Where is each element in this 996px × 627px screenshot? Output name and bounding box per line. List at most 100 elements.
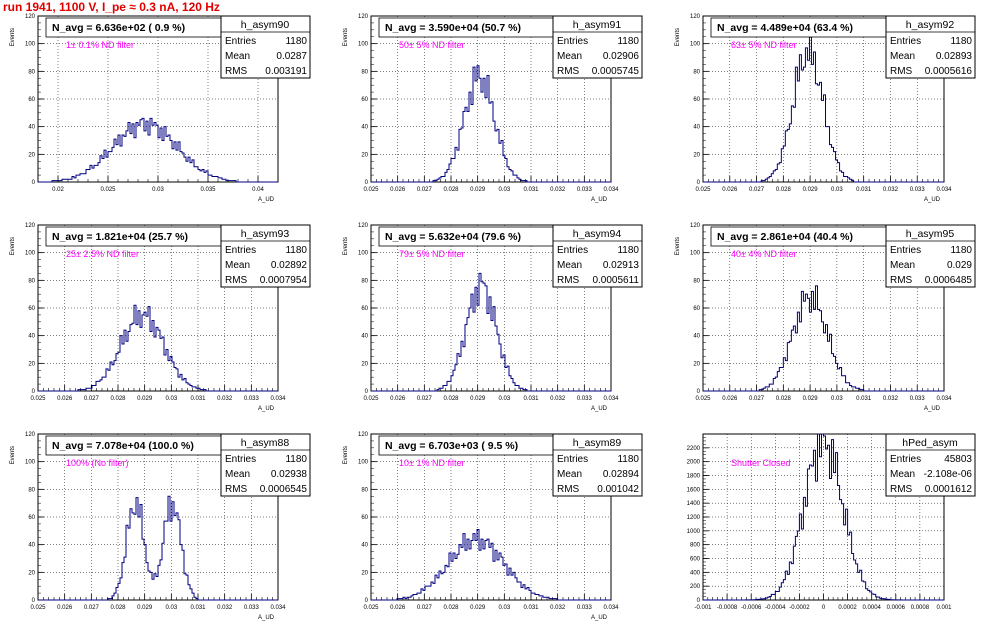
y-tick-label: 0 <box>697 598 701 604</box>
x-tick-label: 0.032 <box>550 187 566 193</box>
stats-label: RMS <box>557 275 580 286</box>
histogram-line <box>38 304 278 392</box>
x-tick-label: 0.026 <box>390 187 406 193</box>
x-tick-label: 0.026 <box>722 187 738 193</box>
x-tick-label: 0.027 <box>84 396 100 402</box>
histogram-line <box>703 433 944 601</box>
y-axis-title: Events <box>10 237 16 255</box>
x-tick-label: 0.034 <box>936 187 952 193</box>
y-tick-label: 40 <box>361 334 368 340</box>
x-tick-label: 0.029 <box>470 396 486 402</box>
stats-label: RMS <box>225 66 248 77</box>
stats-box <box>885 433 976 497</box>
stats-value: 0.003191 <box>265 66 307 77</box>
x-tick-label: 0.03 <box>165 605 177 611</box>
x-tick-label: 0.031 <box>856 187 872 193</box>
stats-name: h_asym93 <box>241 228 290 240</box>
stats-value: 0.029 <box>947 260 972 271</box>
y-tick-label: 100 <box>690 42 701 48</box>
stats-label: Entries <box>225 245 256 256</box>
stats-label: RMS <box>557 66 580 77</box>
y-tick-label: 60 <box>28 515 35 521</box>
x-tick-label: 0.027 <box>417 396 433 402</box>
y-tick-label: 1800 <box>687 474 701 480</box>
y-tick-label: 80 <box>693 278 700 284</box>
stats-value: 45803 <box>944 454 972 465</box>
stats-label: Mean <box>225 469 250 480</box>
stats-name: h_asym89 <box>573 437 622 449</box>
x-tick-label: 0.0008 <box>911 605 930 611</box>
x-tick-label: 0.026 <box>390 605 406 611</box>
y-tick-label: 80 <box>28 69 35 75</box>
y-tick-label: 100 <box>25 251 36 257</box>
x-tick-label: 0.028 <box>110 396 126 402</box>
y-tick-label: 120 <box>358 432 369 438</box>
stats-name: h_asym95 <box>906 228 955 240</box>
x-tick-label: 0.034 <box>936 396 952 402</box>
stats-name: h_asym88 <box>241 437 290 449</box>
stats-label: Entries <box>557 36 588 47</box>
histogram-title: N_avg = 2.861e+04 (40.4 %) <box>717 231 853 243</box>
y-tick-label: 2200 <box>687 446 701 452</box>
y-tick-label: 120 <box>358 14 369 20</box>
stats-value: 0.001042 <box>597 484 639 495</box>
y-tick-label: 0 <box>365 180 369 186</box>
y-tick-label: 100 <box>358 42 369 48</box>
x-tick-label: 0.029 <box>803 396 819 402</box>
x-tick-label: 0.028 <box>776 187 792 193</box>
x-tick-label: 0.033 <box>244 605 260 611</box>
y-tick-label: 200 <box>690 584 701 590</box>
stats-name: h_asym90 <box>241 19 290 31</box>
histogram-pad: -0.001 -0.0008 -0.0006 -0.0004 -0.0002 0 0.000… <box>687 433 976 611</box>
y-tick-label: 2000 <box>687 460 701 466</box>
x-tick-label: 0.032 <box>550 605 566 611</box>
y-tick-label: 40 <box>361 543 368 549</box>
y-axis-title: Events <box>343 446 349 464</box>
stats-value: 1180 <box>285 245 307 256</box>
x-axis-title: A_UD <box>258 615 275 621</box>
y-tick-label: 20 <box>28 361 35 367</box>
x-tick-label: 0.029 <box>470 187 486 193</box>
y-tick-label: 100 <box>25 460 36 466</box>
stats-value: 0.0007954 <box>260 275 308 286</box>
y-tick-label: 100 <box>690 251 701 257</box>
x-tick-label: 0.03 <box>831 187 843 193</box>
x-tick-label: 0.03 <box>165 396 177 402</box>
stats-label: Entries <box>557 454 588 465</box>
y-tick-label: 40 <box>28 125 35 131</box>
histogram-line <box>703 25 944 183</box>
x-tick-label: 0.035 <box>200 187 216 193</box>
stats-label: RMS <box>225 484 248 495</box>
y-tick-label: 0 <box>697 389 701 395</box>
stats-label: RMS <box>890 66 913 77</box>
x-tick-label: 0.026 <box>57 605 73 611</box>
x-tick-label: 0.033 <box>244 396 260 402</box>
stats-label: Entries <box>557 245 588 256</box>
y-tick-label: 60 <box>361 97 368 103</box>
filter-annotation: 100% (No filter) <box>66 458 129 468</box>
y-tick-label: 20 <box>361 570 368 576</box>
x-tick-label: 0.027 <box>84 605 100 611</box>
stats-name: hPed_asym <box>902 437 958 449</box>
stats-value: 1180 <box>285 36 307 47</box>
x-tick-label: 0.031 <box>190 396 206 402</box>
x-tick-label: 0.031 <box>190 605 206 611</box>
y-tick-label: 80 <box>361 69 368 75</box>
stats-value: 1180 <box>285 454 307 465</box>
stats-name: h_asym91 <box>573 19 622 31</box>
stats-label: Entries <box>890 454 921 465</box>
x-tick-label: 0.034 <box>603 187 619 193</box>
y-axis-title: Events <box>675 28 681 46</box>
y-tick-label: 20 <box>361 152 368 158</box>
x-tick-label: 0.033 <box>577 396 593 402</box>
x-tick-label: 0.034 <box>603 396 619 402</box>
y-tick-label: 80 <box>361 278 368 284</box>
x-tick-label: 0.033 <box>910 396 926 402</box>
y-tick-label: 1400 <box>687 501 701 507</box>
stats-box <box>552 433 643 497</box>
y-tick-label: 20 <box>693 152 700 158</box>
stats-value: 0.0005616 <box>925 66 973 77</box>
y-tick-label: 40 <box>693 125 700 131</box>
